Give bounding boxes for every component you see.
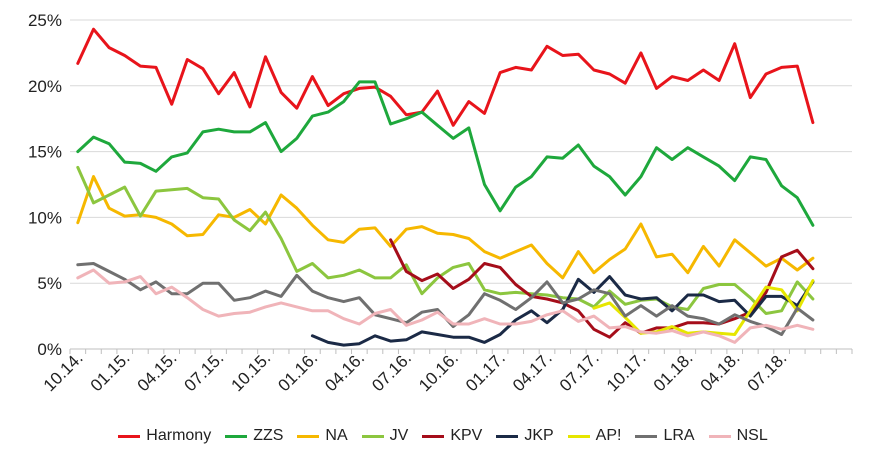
axes: 0%5%10%15%20%25%10.14. 01.15. 04.15. 07.15.… [28,11,853,395]
line-chart: 0%5%10%15%20%25%10.14. 01.15. 04.15. 07.15.… [28,11,853,395]
legend-label: LRA [663,427,695,444]
y-tick-label: 15% [28,143,62,162]
series-lines [76,27,815,347]
legend-label: Harmony [146,427,212,444]
legend-swatch [422,434,445,438]
series-line-harmony [76,27,815,127]
y-tick-label: 25% [28,11,62,30]
x-tick-label: 10.17. [603,348,650,395]
legend: Harmony ZZS NA JV KPV JKP AP! LRA NSL [0,424,886,448]
legend-swatch [708,434,731,438]
x-tick-label: 10.15. [227,348,274,395]
legend-item: LRA [635,427,695,445]
legend-item: Harmony [118,427,211,445]
legend-label: AP! [595,427,622,444]
series-line-kpv [389,238,815,339]
x-tick-label: 04.15. [134,348,181,395]
legend-label: NSL [736,427,768,444]
x-tick-label: 04.16. [321,348,368,395]
x-tick-label: 01.17. [462,348,509,395]
legend-label: KPV [450,427,483,444]
x-tick-label: 04.17. [509,348,556,395]
series-line-na [76,175,815,280]
y-tick-label: 10% [28,208,62,227]
x-tick-label: 01.15. [87,348,134,395]
x-tick-label: 07.16. [368,348,415,395]
legend-label: JV [389,427,409,444]
legend-item: KPV [422,427,482,445]
legend-label: NA [325,427,348,444]
legend-label: ZZS [253,427,284,444]
legend-item: JKP [496,427,554,445]
legend-swatch [361,434,384,438]
x-tick-label: 01.16. [274,348,321,395]
x-tick-label: 10.16. [415,348,462,395]
y-tick-label: 5% [37,274,62,293]
legend-swatch [635,434,658,438]
legend-item: NSL [708,427,768,445]
series-line-nsl [76,268,815,344]
y-tick-label: 0% [37,340,62,359]
x-tick-label: 01.18. [650,348,697,395]
x-tick-label: 07.18. [744,348,791,395]
legend-swatch [225,434,248,438]
legend-item: ZZS [225,427,283,445]
x-tick-label: 07.17. [556,348,603,395]
legend-item: NA [297,427,348,445]
series-line-jv [76,165,815,315]
legend-item: AP! [567,427,622,445]
y-tick-label: 20% [28,77,62,96]
legend-label: JKP [524,427,554,444]
x-tick-label: 07.15. [181,348,228,395]
legend-swatch [118,434,141,438]
legend-swatch [567,434,590,438]
legend-swatch [297,434,320,438]
series-line-zzs [76,80,815,227]
legend-item: JV [361,427,409,445]
legend-swatch [496,434,519,438]
x-tick-label: 04.18. [697,348,744,395]
